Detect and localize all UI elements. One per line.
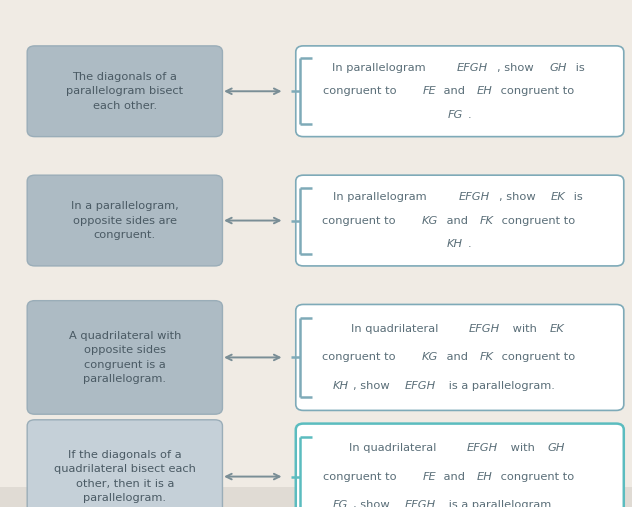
Text: FK: FK — [480, 215, 494, 226]
Text: , show: , show — [353, 381, 393, 390]
Text: EH: EH — [477, 472, 493, 482]
Text: EFGH: EFGH — [404, 500, 436, 507]
FancyBboxPatch shape — [296, 304, 624, 411]
Text: , show: , show — [499, 192, 539, 202]
Text: KG: KG — [422, 352, 438, 363]
Text: is a parallelogram.: is a parallelogram. — [446, 381, 555, 390]
Text: EH: EH — [477, 86, 493, 96]
Text: is: is — [570, 192, 583, 202]
Text: In a parallelogram,
opposite sides are
congruent.: In a parallelogram, opposite sides are c… — [71, 201, 179, 240]
Text: EFGH: EFGH — [459, 192, 490, 202]
Text: , show: , show — [497, 63, 537, 73]
FancyBboxPatch shape — [296, 46, 624, 136]
Text: KH: KH — [447, 239, 463, 249]
Text: FE: FE — [422, 472, 436, 482]
Text: EFGH: EFGH — [405, 381, 436, 390]
Text: EFGH: EFGH — [468, 324, 500, 334]
Text: If the diagonals of a
quadrilateral bisect each
other, then it is a
parallelogra: If the diagonals of a quadrilateral bise… — [54, 450, 196, 503]
FancyBboxPatch shape — [27, 175, 222, 266]
Text: with: with — [507, 444, 538, 453]
Text: and: and — [440, 86, 469, 96]
FancyBboxPatch shape — [296, 175, 624, 266]
Text: FE: FE — [422, 86, 436, 96]
Text: EFGH: EFGH — [467, 444, 498, 453]
Text: GH: GH — [548, 444, 565, 453]
Text: and: and — [443, 352, 471, 363]
FancyBboxPatch shape — [296, 424, 624, 507]
FancyBboxPatch shape — [27, 301, 222, 414]
Text: EK: EK — [551, 192, 566, 202]
Text: congruent to: congruent to — [498, 352, 575, 363]
Text: KG: KG — [422, 215, 438, 226]
Text: In parallelogram: In parallelogram — [333, 192, 430, 202]
Text: congruent to: congruent to — [497, 472, 574, 482]
Text: KH: KH — [332, 381, 348, 390]
Text: GH: GH — [549, 63, 566, 73]
Text: FG: FG — [333, 500, 348, 507]
Text: A quadrilateral with
opposite sides
congruent is a
parallelogram.: A quadrilateral with opposite sides cong… — [69, 331, 181, 384]
Text: congruent to: congruent to — [497, 86, 574, 96]
Text: The diagonals of a
parallelogram bisect
each other.: The diagonals of a parallelogram bisect … — [66, 72, 183, 111]
Text: is a parallelogram.: is a parallelogram. — [445, 500, 555, 507]
Text: congruent to: congruent to — [322, 215, 399, 226]
FancyBboxPatch shape — [27, 46, 222, 136]
Text: and: and — [443, 215, 471, 226]
Text: is: is — [571, 63, 585, 73]
Text: with: with — [509, 324, 540, 334]
Text: congruent to: congruent to — [322, 86, 400, 96]
Text: FK: FK — [480, 352, 494, 363]
Text: In parallelogram: In parallelogram — [332, 63, 428, 73]
Text: congruent to: congruent to — [498, 215, 575, 226]
Text: .: . — [468, 239, 471, 249]
Text: and: and — [440, 472, 469, 482]
Text: FG: FG — [447, 110, 463, 120]
Text: congruent to: congruent to — [322, 472, 400, 482]
Text: In quadrilateral: In quadrilateral — [351, 324, 442, 334]
FancyBboxPatch shape — [27, 420, 222, 507]
Text: , show: , show — [353, 500, 393, 507]
Text: EK: EK — [549, 324, 564, 334]
Text: .: . — [467, 110, 471, 120]
Text: In quadrilateral: In quadrilateral — [349, 444, 441, 453]
Text: EFGH: EFGH — [457, 63, 488, 73]
FancyBboxPatch shape — [0, 487, 632, 507]
Text: congruent to: congruent to — [322, 352, 399, 363]
